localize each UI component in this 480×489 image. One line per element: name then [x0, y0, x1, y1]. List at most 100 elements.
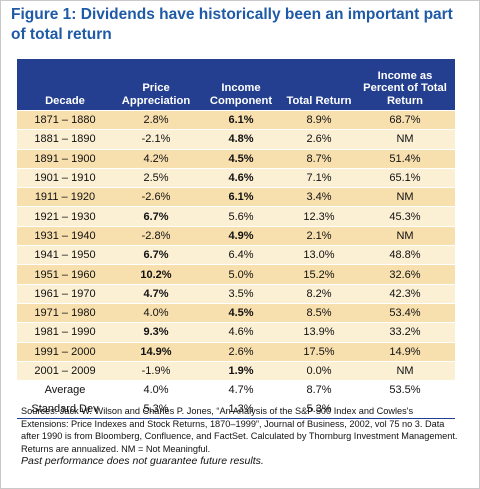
table-row: 1901 – 1910 2.5% 4.6% 7.1% 65.1% [17, 168, 455, 189]
income-percent-cell: 33.2% [355, 322, 455, 343]
total-return-cell: 15.2% [283, 264, 355, 285]
price-appreciation-cell: 9.3% [113, 322, 199, 343]
decade-cell: 1911 – 1920 [17, 187, 113, 208]
price-appreciation-cell: 2.5% [113, 168, 199, 189]
figure-title: Figure 1: Dividends have historically be… [11, 6, 453, 43]
summary-row: Standard Dev 5.3% 1.3% 5.3% [17, 399, 455, 420]
table-row: 1981 – 1990 9.3% 4.6% 13.9% 33.2% [17, 322, 455, 343]
price-appreciation-cell: 5.3% [113, 399, 199, 420]
table-row: 1871 – 1880 2.8% 6.1% 8.9% 68.7% [17, 110, 455, 131]
income-component-cell: 1.3% [199, 399, 283, 420]
income-component-cell: 4.6% [199, 322, 283, 343]
total-return-cell: 8.7% [283, 380, 355, 401]
total-return-cell: 13.9% [283, 322, 355, 343]
disclaimer: Past performance does not guarantee futu… [21, 455, 264, 467]
price-appreciation-cell: 6.7% [113, 245, 199, 266]
price-appreciation-cell: 4.2% [113, 149, 199, 169]
price-appreciation-cell: -2.8% [113, 226, 199, 247]
income-percent-cell [355, 399, 455, 420]
total-return-cell: 8.5% [283, 303, 355, 324]
income-percent-cell: 42.3% [355, 284, 455, 304]
sources-note: Sources: Jack W. Wilson and Charles P. J… [21, 406, 458, 454]
decade-cell: 1881 – 1890 [17, 129, 113, 150]
income-percent-cell: 53.5% [355, 380, 455, 401]
total-return-cell: 13.0% [283, 245, 355, 266]
decade-cell: 1901 – 1910 [17, 168, 113, 189]
table-row: 1991 – 2000 14.9% 2.6% 17.5% 14.9% [17, 342, 455, 362]
income-component-cell: 5.0% [199, 264, 283, 285]
total-return-cell: 3.4% [283, 187, 355, 208]
decade-cell: 1991 – 2000 [17, 342, 113, 362]
summary-row: Average 4.0% 4.7% 8.7% 53.5% [17, 380, 455, 401]
income-percent-cell: 32.6% [355, 264, 455, 285]
price-appreciation-cell: 4.0% [113, 380, 199, 401]
column-header-decade: Decade [17, 59, 113, 111]
price-appreciation-cell: 2.8% [113, 110, 199, 131]
dividends-table: Decade Price Appreciation Income Compone… [17, 59, 455, 420]
income-percent-cell: 14.9% [355, 342, 455, 362]
table-row: 1891 – 1900 4.2% 4.5% 8.7% 51.4% [17, 149, 455, 169]
income-percent-cell: 53.4% [355, 303, 455, 324]
income-percent-cell: 68.7% [355, 110, 455, 131]
income-percent-cell: NM [355, 226, 455, 247]
income-component-cell: 1.9% [199, 361, 283, 382]
total-return-cell: 17.5% [283, 342, 355, 362]
income-component-cell: 3.5% [199, 284, 283, 304]
income-percent-cell: 45.3% [355, 206, 455, 227]
income-component-cell: 4.5% [199, 149, 283, 169]
price-appreciation-cell: -2.6% [113, 187, 199, 208]
decade-cell: 1941 – 1950 [17, 245, 113, 266]
decade-cell: 1921 – 1930 [17, 206, 113, 227]
income-percent-cell: 65.1% [355, 168, 455, 189]
table-row: 1911 – 1920 -2.6% 6.1% 3.4% NM [17, 187, 455, 208]
column-header-income: Income Component [199, 59, 283, 111]
summary-label-cell: Standard Dev [17, 399, 113, 420]
total-return-cell: 0.0% [283, 361, 355, 382]
total-return-cell: 5.3% [283, 399, 355, 420]
income-component-cell: 4.8% [199, 129, 283, 150]
income-component-cell: 2.6% [199, 342, 283, 362]
table-row: 1931 – 1940 -2.8% 4.9% 2.1% NM [17, 226, 455, 247]
table-row: 1951 – 1960 10.2% 5.0% 15.2% 32.6% [17, 264, 455, 285]
table-row: 2001 – 2009 -1.9% 1.9% 0.0% NM [17, 361, 455, 382]
total-return-cell: 12.3% [283, 206, 355, 227]
decade-cell: 1891 – 1900 [17, 149, 113, 169]
column-header-price: Price Appreciation [113, 59, 199, 111]
price-appreciation-cell: 4.7% [113, 284, 199, 304]
income-component-cell: 6.4% [199, 245, 283, 266]
decade-cell: 1951 – 1960 [17, 264, 113, 285]
decade-cell: 1871 – 1880 [17, 110, 113, 131]
price-appreciation-cell: -2.1% [113, 129, 199, 150]
table-row: 1921 – 1930 6.7% 5.6% 12.3% 45.3% [17, 206, 455, 227]
decade-cell: 2001 – 2009 [17, 361, 113, 382]
income-percent-cell: NM [355, 129, 455, 150]
income-component-cell: 4.5% [199, 303, 283, 324]
total-return-cell: 2.6% [283, 129, 355, 150]
income-percent-cell: NM [355, 361, 455, 382]
price-appreciation-cell: 6.7% [113, 206, 199, 227]
income-component-cell: 4.9% [199, 226, 283, 247]
income-percent-cell: 48.8% [355, 245, 455, 266]
total-return-cell: 8.2% [283, 284, 355, 304]
column-header-total: Total Return [283, 59, 355, 111]
income-component-cell: 6.1% [199, 187, 283, 208]
decade-cell: 1971 – 1980 [17, 303, 113, 324]
income-component-cell: 6.1% [199, 110, 283, 131]
header-row: Decade Price Appreciation Income Compone… [17, 59, 455, 111]
income-percent-cell: NM [355, 187, 455, 208]
price-appreciation-cell: 14.9% [113, 342, 199, 362]
summary-label-cell: Average [17, 380, 113, 401]
price-appreciation-cell: -1.9% [113, 361, 199, 382]
table-row: 1941 – 1950 6.7% 6.4% 13.0% 48.8% [17, 245, 455, 266]
income-component-cell: 5.6% [199, 206, 283, 227]
total-return-cell: 7.1% [283, 168, 355, 189]
table-row: 1881 – 1890 -2.1% 4.8% 2.6% NM [17, 129, 455, 150]
income-component-cell: 4.6% [199, 168, 283, 189]
decade-cell: 1961 – 1970 [17, 284, 113, 304]
total-return-cell: 8.7% [283, 149, 355, 169]
income-percent-cell: 51.4% [355, 149, 455, 169]
decade-cell: 1981 – 1990 [17, 322, 113, 343]
total-return-cell: 2.1% [283, 226, 355, 247]
price-appreciation-cell: 10.2% [113, 264, 199, 285]
